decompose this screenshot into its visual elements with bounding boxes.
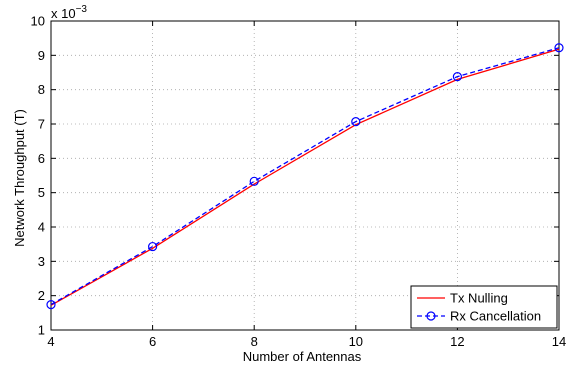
y-tick-label-8: 9 [38,48,45,63]
y-axis-multiplier-exponent: −3 [76,4,88,15]
y-axis-multiplier: x 10−3 [51,4,87,21]
legend-label-0: Tx Nulling [450,291,508,306]
labels-layer: Number of Antennas Network Throughput (T… [12,4,362,364]
series-layer [47,44,563,309]
y-tick-label-0: 1 [38,323,45,338]
y-tick-label-7: 8 [38,82,45,97]
y-tick-label-1: 2 [38,288,45,303]
y-axis-multiplier-base: x 10 [51,6,76,21]
x-tick-label-0: 4 [47,334,54,349]
x-axis-label: Number of Antennas [243,349,362,364]
x-tick-label-2: 8 [251,334,258,349]
legend: Tx Nulling Rx Cancellation [411,286,557,328]
x-tick-label-4: 12 [450,334,464,349]
y-tick-label-3: 4 [38,220,45,235]
y-tick-label-5: 6 [38,151,45,166]
y-axis-label: Network Throughput (T) [12,109,27,247]
y-tick-label-9: 10 [31,14,45,29]
series-line-1 [51,48,559,305]
y-tick-label-2: 3 [38,254,45,269]
x-tick-label-1: 6 [149,334,156,349]
x-tick-label-3: 10 [349,334,363,349]
grid-lines [51,21,559,330]
y-tick-label-6: 7 [38,117,45,132]
y-tick-label-4: 5 [38,185,45,200]
series-line-0 [51,49,559,305]
plot-frame [51,21,559,330]
x-tick-label-5: 14 [552,334,566,349]
legend-label-1: Rx Cancellation [450,309,541,324]
